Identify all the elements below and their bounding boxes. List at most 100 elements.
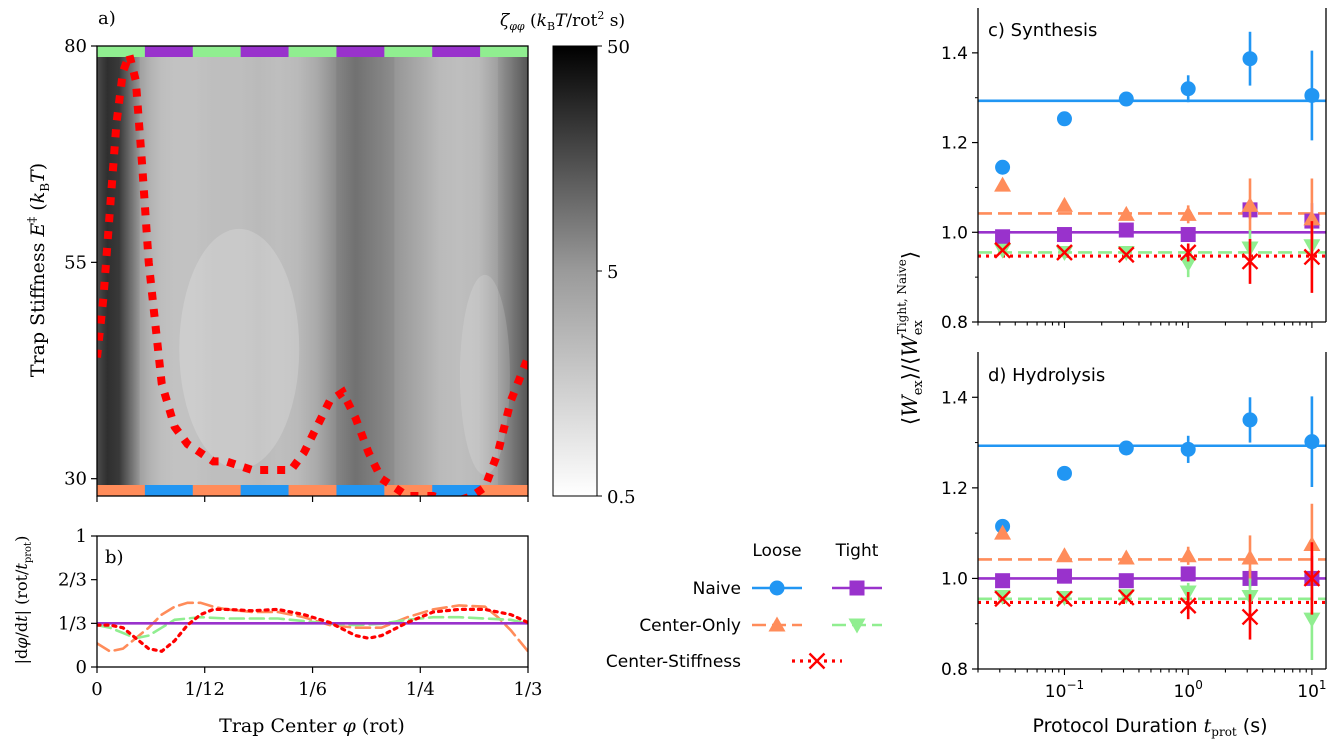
y-tick-label: 0.8: [941, 313, 968, 333]
marker-triangle-up: [1055, 196, 1073, 212]
colorbar-tick-bottom: 0.5: [607, 487, 636, 508]
marker-x: [1241, 608, 1259, 626]
marker-square: [1180, 227, 1196, 243]
marker-triangle-up: [1055, 547, 1073, 563]
marker-circle: [1304, 87, 1320, 103]
legend: Loose Tight Naive Center-Only Center-Sti…: [606, 541, 882, 672]
marker-circle: [1304, 434, 1320, 450]
band-segment: [240, 485, 290, 496]
y-tick-label: 1.2: [941, 479, 968, 499]
heat-light-patch: [179, 228, 300, 469]
heat-dark-band: [497, 46, 528, 496]
center-stiffness-line: [97, 46, 528, 496]
marker-x-stroke: [1117, 589, 1135, 606]
x-tick-label: 1/6: [298, 679, 327, 700]
marker-triangle-up: [1241, 549, 1259, 565]
legend-col-loose: Loose: [752, 541, 801, 561]
band-segment: [480, 485, 529, 496]
colorbar-label: ζφφ (kBT/rot2 s): [500, 9, 625, 33]
band-segment: [288, 485, 337, 496]
x-tick-label: 0: [91, 679, 102, 700]
marker-x-stroke: [1303, 248, 1321, 266]
shared-ylabel-cd: ⟨Wex⟩/⟨WexTight, Naive⟩: [895, 251, 926, 425]
band-segment: [192, 485, 242, 496]
band-segment: [384, 46, 433, 57]
marker-x-stroke: [994, 590, 1011, 608]
colorbar-tick-mid: 5: [607, 262, 618, 283]
legend-row-center-only: Center-Only: [639, 616, 741, 636]
marker-x-stroke: [994, 241, 1011, 259]
marker-square: [1118, 573, 1134, 589]
panel-b-series-line: [97, 601, 528, 653]
colorbar-tick-top: 50: [607, 37, 630, 58]
marker-circle: [1242, 412, 1258, 428]
colorbar-gradient: [552, 45, 598, 497]
panel-d: 0.8 1.0 1.2 1.4 10−1 100 101 d) Hydrolysis: [941, 352, 1327, 702]
heat-dark-band: [129, 46, 140, 496]
band-segment: [97, 485, 146, 496]
panel-b-ticks: 0 1/3 2/3 1 0 1/12 1/6 1/4 1/3: [58, 526, 542, 700]
marker-x-stroke: [808, 652, 826, 670]
marker-circle: [1180, 81, 1196, 97]
x-tick-label: 100: [1174, 678, 1203, 702]
panel-a: 30 55 80 a) Trap Stiffness E‡ (kBT): [25, 8, 529, 502]
x-axis-label-cd: Protocol Duration tprot (s): [1032, 715, 1267, 739]
marker-triangle-up: [1179, 547, 1197, 563]
band-segment: [97, 46, 146, 57]
marker-triangle-up: [1117, 549, 1135, 565]
marker-x-stroke: [1056, 590, 1073, 608]
heat-dark-band: [336, 46, 356, 496]
marker-square: [1180, 566, 1196, 582]
marker-triangle-up: [768, 616, 786, 632]
x-tick-label: 1/12: [185, 679, 225, 700]
band-segment: [336, 46, 385, 57]
marker-square: [849, 580, 865, 596]
marker-x: [1056, 590, 1073, 608]
panel-c-label: c) Synthesis: [988, 20, 1097, 41]
panel-b-ylabel: |dφ/dt| (rot/tprot): [12, 536, 34, 665]
heat-dark-band: [118, 46, 130, 496]
panel-b-frame: [96, 535, 529, 668]
marker-circle: [1118, 440, 1134, 456]
band-segment: [144, 46, 194, 57]
marker-square: [1056, 227, 1072, 243]
marker-square: [1118, 222, 1134, 238]
marker-x-stroke: [1303, 570, 1321, 587]
x-axis-label-ab: Trap Center φ (rot): [219, 715, 405, 737]
y-tick-label: 1.0: [941, 223, 968, 243]
marker-circle: [1242, 51, 1258, 67]
marker-circle: [1180, 441, 1196, 457]
center-stiffness-curve: [97, 46, 528, 496]
marker-x-stroke: [1117, 246, 1135, 264]
panel-b-label: b): [105, 547, 124, 568]
panel-b-series-line: [97, 607, 528, 654]
legend-row-naive: Naive: [693, 579, 741, 599]
heat-dark-band: [355, 46, 376, 496]
marker-triangle-down: [1303, 612, 1321, 628]
marker-x: [1241, 253, 1259, 270]
y-tick-label: 1.4: [941, 44, 968, 64]
marker-circle: [995, 159, 1011, 175]
y-tick-label: 1/3: [58, 613, 87, 634]
marker-square: [995, 573, 1011, 589]
panel-a-ylabel: Trap Stiffness E‡ (kBT): [25, 163, 52, 377]
marker-triangle-up: [1179, 205, 1197, 221]
marker-triangle-down: [1179, 257, 1197, 273]
band-segment: [336, 485, 385, 496]
marker-triangle-up: [1303, 210, 1321, 226]
marker-x: [994, 241, 1011, 259]
legend-col-tight: Tight: [835, 541, 879, 561]
marker-circle: [1056, 465, 1072, 481]
marker-x-stroke: [1056, 244, 1073, 261]
y-tick-label: 1.0: [941, 569, 968, 589]
marker-square: [995, 229, 1011, 245]
marker-x: [1179, 244, 1197, 261]
x-tick-label: 1/4: [406, 679, 435, 700]
marker-x: [808, 652, 826, 670]
panel-d-frame: 0.8 1.0 1.2 1.4 10−1 100 101: [941, 352, 1327, 702]
y-tick-label: 1: [76, 526, 87, 547]
band-segment: [480, 46, 529, 57]
x-tick-label: 1/3: [514, 679, 543, 700]
marker-triangle-up: [994, 176, 1012, 192]
